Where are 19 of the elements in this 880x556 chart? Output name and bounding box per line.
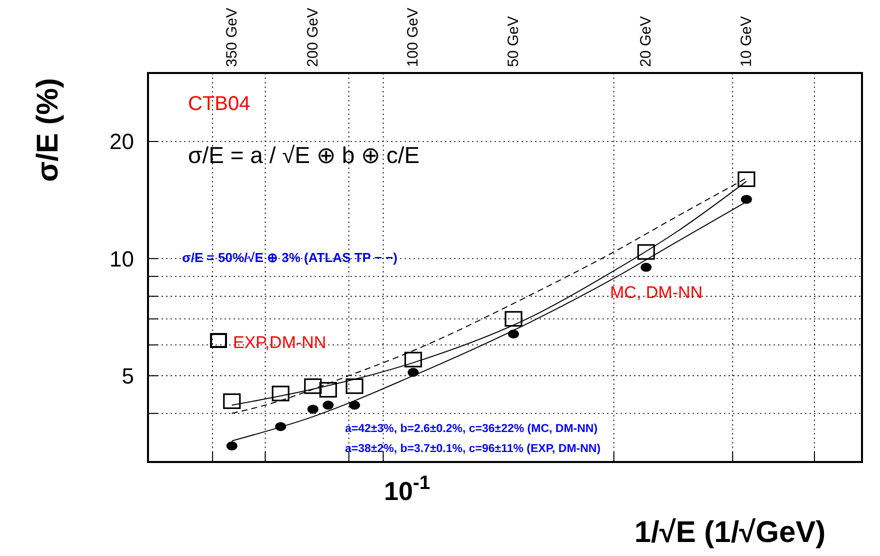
annotation: σ/E = 50%/√E ⊕ 3% (ATLAS TP − −) bbox=[182, 250, 398, 265]
y-axis-title: σ/E (%) bbox=[32, 78, 64, 182]
x-tick-label: 200 GeV bbox=[304, 8, 322, 67]
y-tick-label: 20 bbox=[110, 129, 134, 154]
y-tick-label: 10 bbox=[110, 246, 134, 272]
x-tick-label: 350 GeV bbox=[223, 8, 240, 67]
annotation: σ/E = a / √E ⊕ b ⊕ c/E bbox=[188, 142, 420, 168]
legend-label: EXP,DM-NN bbox=[233, 333, 326, 352]
x-tick-label: 100 GeV bbox=[404, 8, 422, 67]
x-axis-title: 1/√E (1/√GeV) bbox=[634, 516, 826, 549]
x-tick-label: 50 GeV bbox=[505, 16, 522, 67]
annotation: a=42±3%, b=2.6±0.2%, c=36±22% (MC, DM-NN) bbox=[345, 423, 598, 435]
text: 10$^{-1}$ bbox=[384, 472, 430, 506]
annotation: a=38±2%, b=3.7±0.1%, c=96±11% (EXP, DM-NN) bbox=[345, 443, 601, 455]
series-label: MC, DM-NN bbox=[610, 283, 703, 302]
annotation: CTB04 bbox=[188, 93, 250, 115]
x-tick-label: 20 GeV bbox=[638, 16, 655, 67]
x-tick-label: 10 GeV bbox=[738, 16, 755, 67]
y-tick-label: 5 bbox=[122, 363, 134, 388]
